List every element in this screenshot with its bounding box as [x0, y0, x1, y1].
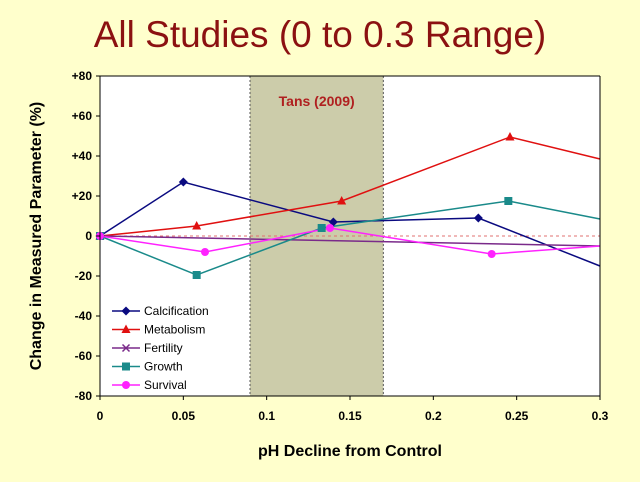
- x-tick-label: 0: [97, 409, 104, 423]
- y-tick-label: -20: [75, 269, 93, 283]
- legend-marker-growth: [122, 362, 130, 371]
- data-point-metabolism: [337, 196, 347, 205]
- chart-title: All Studies (0 to 0.3 Range): [93, 14, 547, 55]
- y-tick-label: -80: [75, 389, 93, 403]
- y-tick-label: -40: [75, 309, 93, 323]
- y-tick-label: 0: [85, 229, 92, 243]
- data-point-calcification: [473, 213, 483, 223]
- x-axis-title: pH Decline from Control: [258, 443, 442, 460]
- data-point-metabolism: [505, 132, 515, 141]
- y-tick-label: +20: [72, 189, 93, 203]
- series-line-fertility: [99, 235, 601, 247]
- x-tick-label: 0.1: [258, 409, 275, 423]
- legend-label-growth: Growth: [144, 360, 183, 374]
- legend-marker-fertility: [121, 343, 131, 353]
- data-point-growth: [192, 271, 201, 279]
- x-tick-label: 0.3: [592, 409, 609, 423]
- legend-marker-metabolism: [121, 324, 131, 333]
- x-tick-label: 0.25: [505, 409, 529, 423]
- y-axis-title: Change in Measured Parameter (%): [28, 102, 45, 371]
- data-point-metabolism: [192, 221, 202, 230]
- legend-label-metabolism: Metabolism: [144, 323, 205, 337]
- legend-marker-survival: [122, 381, 130, 389]
- legend-marker-calcification: [121, 306, 131, 316]
- y-tick-label: +60: [72, 109, 93, 123]
- data-point-growth: [504, 197, 513, 205]
- shaded-region-label: Tans (2009): [279, 93, 355, 109]
- legend-label-calcification: Calcification: [144, 304, 209, 318]
- data-point-survival: [201, 248, 209, 256]
- legend-label-survival: Survival: [144, 378, 187, 392]
- legend-label-fertility: Fertility: [144, 341, 183, 355]
- data-point-survival: [487, 250, 496, 258]
- data-point-calcification: [178, 177, 188, 187]
- data-point-survival: [326, 224, 334, 232]
- x-tick-label: 0.15: [338, 409, 362, 423]
- y-tick-label: +80: [72, 69, 93, 83]
- y-tick-label: -60: [75, 349, 93, 363]
- y-tick-label: +40: [72, 149, 93, 163]
- data-point-growth: [317, 224, 326, 232]
- x-tick-label: 0.05: [172, 409, 196, 423]
- x-tick-label: 0.2: [425, 409, 442, 423]
